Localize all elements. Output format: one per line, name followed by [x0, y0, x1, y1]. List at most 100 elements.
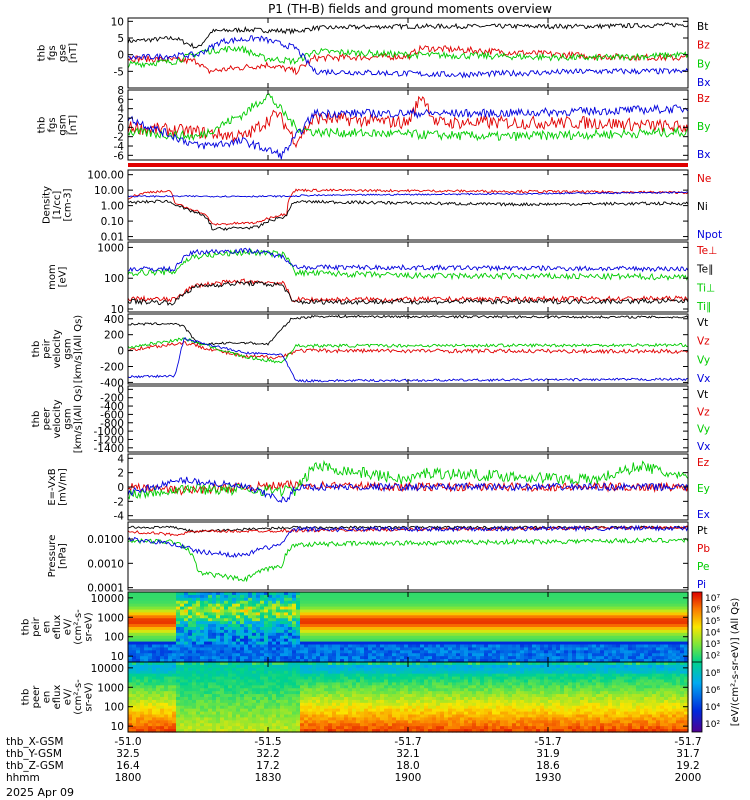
spectrogram-cell: [364, 609, 369, 614]
spectrogram-cell: [172, 711, 177, 716]
spectrogram-cell: [240, 702, 245, 707]
spectrogram-cell: [160, 717, 165, 721]
spectrogram-cell: [524, 594, 529, 599]
spectrogram-cell: [336, 603, 341, 608]
spectrogram-cell: [184, 641, 189, 646]
spectrogram-cell: [244, 699, 249, 704]
spectrogram-cell: [320, 694, 325, 698]
spectrogram-cell: [208, 644, 213, 649]
spectrogram-cell: [536, 641, 541, 646]
spectrogram-cell: [132, 694, 137, 698]
spectrogram-cell: [640, 594, 645, 599]
spectrogram-cell: [188, 711, 193, 716]
spectrogram-cell: [620, 597, 625, 602]
spectrogram-cell: [404, 635, 409, 640]
spectrogram-cell: [408, 644, 413, 649]
spectrogram-cell: [228, 691, 233, 695]
spectrogram-cell: [288, 632, 293, 637]
spectrogram-cell: [604, 659, 609, 663]
spectrogram-cell: [196, 618, 201, 622]
spectrogram-cell: [476, 621, 481, 625]
spectrogram-cell: [180, 673, 185, 678]
spectrogram-cell: [304, 670, 309, 675]
spectrogram-cell: [664, 635, 669, 640]
spectrogram-cell: [256, 621, 261, 625]
legend-entry: Vy: [697, 424, 710, 436]
spectrogram-cell: [648, 597, 653, 602]
spectrogram-cell: [568, 606, 573, 611]
spectrogram-cell: [336, 670, 341, 675]
spectrogram-cell: [392, 635, 397, 640]
spectrogram-cell: [660, 609, 665, 614]
spectrogram-cell: [316, 627, 321, 631]
spectrogram-cell: [176, 705, 181, 710]
spectrogram-cell: [176, 644, 181, 649]
spectrogram-cell: [408, 612, 413, 616]
spectrogram-cell: [204, 656, 209, 660]
spectrogram-cell: [284, 667, 289, 672]
spectrogram-cell: [396, 600, 401, 605]
spectrogram-cell: [356, 638, 361, 643]
spectrogram-cell: [284, 621, 289, 625]
spectrogram-cell: [324, 664, 329, 669]
spectrogram-cell: [424, 656, 429, 660]
spectrogram-cell: [644, 615, 649, 619]
spectrogram-cell: [272, 726, 277, 730]
spectrogram-cell: [420, 592, 425, 596]
spectrogram-cell: [176, 679, 181, 684]
spectrogram-cell: [656, 597, 661, 602]
spectrogram-cell: [420, 650, 425, 654]
spectrogram-cell: [172, 662, 177, 666]
spectrogram-cell: [264, 676, 269, 681]
spectrogram-cell: [440, 624, 445, 628]
spectrogram-cell: [408, 650, 413, 654]
spectrogram-cell: [328, 594, 333, 599]
spectrogram-cell: [600, 594, 605, 599]
spectrogram-cell: [168, 635, 173, 640]
spectrogram-cell: [448, 621, 453, 625]
spectrogram-cell: [508, 624, 513, 628]
spectrogram-cell: [608, 627, 613, 631]
spectrogram-cell: [440, 632, 445, 637]
spectrogram-cell: [396, 621, 401, 625]
spectrogram-cell: [632, 629, 637, 634]
spectrogram-cell: [304, 662, 309, 666]
spectrogram-cell: [284, 603, 289, 608]
spectrogram-cell: [428, 656, 433, 660]
spectrogram-cell: [480, 644, 485, 649]
spectrogram-cell: [532, 641, 537, 646]
spectrogram-cell: [388, 641, 393, 646]
spectrogram-cell: [372, 624, 377, 628]
spectrogram-cell: [408, 600, 413, 605]
spectrogram-cell: [448, 618, 453, 622]
spectrogram-cell: [184, 638, 189, 643]
spectrogram-cell: [312, 726, 317, 730]
spectrogram-cell: [460, 600, 465, 605]
spectrogram-cell: [192, 705, 197, 710]
spectrogram-cell: [136, 673, 141, 678]
y-tick-label: -400: [100, 377, 124, 389]
spectrogram-cell: [212, 635, 217, 640]
spectrogram-cell: [356, 603, 361, 608]
spectrogram-cell: [272, 612, 277, 616]
spectrogram-cell: [244, 615, 249, 619]
spectrogram-cell: [168, 688, 173, 692]
spectrogram-cell: [392, 644, 397, 649]
spectrogram-cell: [324, 606, 329, 611]
spectrogram-cell: [436, 594, 441, 599]
spectrogram-cell: [244, 702, 249, 707]
spectrogram-cell: [216, 659, 221, 663]
spectrogram-cell: [352, 609, 357, 614]
spectrogram-cell: [196, 720, 201, 724]
spectrogram-cell: [524, 644, 529, 649]
spectrogram-cell: [212, 723, 217, 727]
spectrogram-cell: [292, 691, 297, 695]
spectrogram-cell: [388, 624, 393, 628]
spectrogram-cell: [184, 632, 189, 637]
spectrogram-cell: [632, 597, 637, 602]
spectrogram-cell: [384, 594, 389, 599]
spectrogram-cell: [320, 624, 325, 628]
spectrogram-cell: [532, 644, 537, 649]
spectrogram-cell: [292, 627, 297, 631]
spectrogram-cell: [272, 705, 277, 710]
